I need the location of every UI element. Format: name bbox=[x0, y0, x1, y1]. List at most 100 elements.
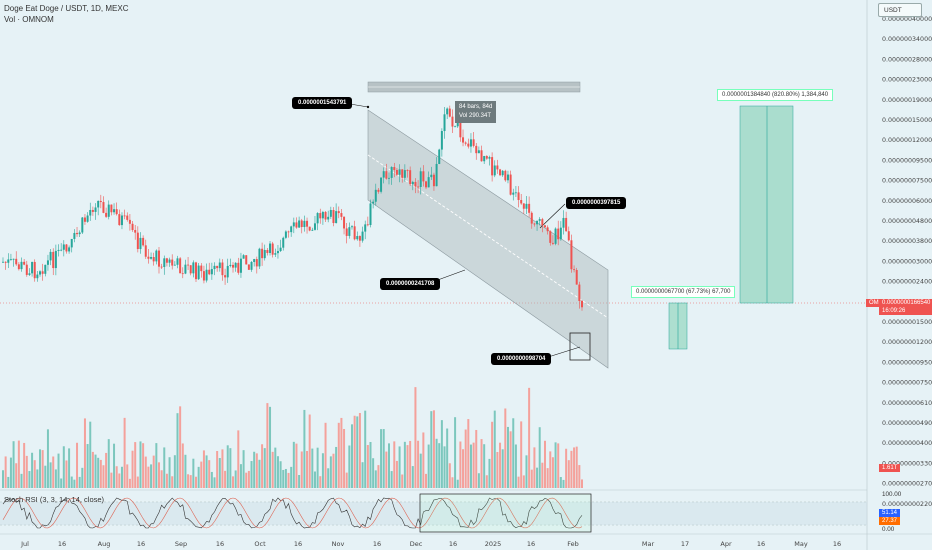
candle-body bbox=[20, 261, 23, 270]
high-callout[interactable]: 0.0000001543791 bbox=[292, 97, 353, 109]
candle-body bbox=[530, 212, 533, 224]
price-axis-panel bbox=[867, 0, 932, 550]
volume-bar bbox=[316, 447, 319, 488]
candle-body bbox=[350, 226, 353, 228]
candle-body bbox=[313, 223, 316, 230]
candle-body bbox=[49, 251, 52, 261]
volume-bar bbox=[575, 446, 578, 488]
volume-bar bbox=[229, 448, 232, 488]
time-axis-label: 16 bbox=[373, 540, 381, 548]
price-axis-label: 0.0000000750000 bbox=[882, 178, 932, 185]
candle-body bbox=[417, 186, 420, 188]
volume-bar bbox=[60, 478, 63, 488]
volume-bar bbox=[496, 452, 499, 488]
volume-bar bbox=[335, 446, 338, 488]
candle-body bbox=[491, 157, 494, 176]
volume-bar bbox=[522, 475, 525, 488]
candle-body bbox=[581, 300, 583, 308]
candle-body bbox=[538, 219, 541, 221]
volume-bar bbox=[562, 479, 565, 488]
time-axis-label: Mar bbox=[642, 540, 655, 548]
volume-bar bbox=[54, 469, 57, 488]
candle-body bbox=[456, 121, 459, 127]
mid-low-pointer bbox=[434, 269, 466, 282]
volume-bar bbox=[205, 455, 208, 488]
rsi-d-tag: 27.37 bbox=[879, 517, 901, 525]
candle-body bbox=[469, 139, 472, 147]
volume-bar bbox=[578, 465, 581, 488]
volume-bar bbox=[165, 473, 168, 488]
volume-bar bbox=[300, 451, 303, 488]
candle-body bbox=[388, 177, 390, 179]
volume-bar bbox=[321, 453, 324, 488]
volume-bar bbox=[134, 442, 137, 488]
volume-bar bbox=[65, 460, 68, 488]
target-big-label[interactable]: 0.0000001384840 (820.80%) 1,384,840 bbox=[717, 89, 834, 101]
time-axis-label: Aug bbox=[98, 540, 111, 548]
candle-body bbox=[475, 145, 478, 154]
candle-body bbox=[76, 232, 79, 235]
volume-bar bbox=[224, 470, 227, 488]
candle-body bbox=[324, 211, 327, 220]
time-axis-label: 16 bbox=[449, 540, 457, 548]
candle-body bbox=[128, 219, 131, 224]
candle-body bbox=[427, 177, 430, 188]
candle-body bbox=[454, 126, 457, 128]
volume-bar bbox=[411, 466, 414, 488]
volume-bar bbox=[160, 470, 163, 488]
candle-body bbox=[395, 169, 398, 175]
candle-body bbox=[578, 284, 581, 301]
price-axis-label: 0.0000000480000 bbox=[882, 218, 932, 225]
volume-bar bbox=[332, 453, 335, 488]
volume-bar bbox=[7, 476, 10, 488]
candle-body bbox=[261, 248, 264, 259]
candle-body bbox=[520, 200, 523, 204]
candle-body bbox=[202, 271, 205, 281]
candle-body bbox=[245, 255, 248, 265]
candle-body bbox=[52, 251, 55, 269]
volume-bar bbox=[131, 450, 134, 488]
volume-bar bbox=[419, 453, 422, 488]
candle-body bbox=[224, 275, 227, 278]
volume-bar bbox=[232, 476, 235, 488]
volume-bar bbox=[409, 440, 412, 488]
candle-body bbox=[509, 174, 512, 195]
price-axis-label: 0.0000000950000 bbox=[882, 157, 932, 164]
mid-high-pointer bbox=[539, 203, 566, 229]
volume-bar bbox=[261, 444, 264, 488]
candle-body bbox=[89, 209, 92, 216]
candle-body bbox=[480, 150, 483, 162]
candle-body bbox=[528, 203, 531, 213]
volume-bar bbox=[306, 450, 309, 488]
candle-body bbox=[533, 223, 536, 225]
candle-body bbox=[543, 225, 546, 228]
rsi-title: Stoch RSI (3, 3, 14, 14, close) bbox=[4, 495, 105, 504]
mid-low-callout[interactable]: 0.0000000241708 bbox=[380, 278, 441, 290]
volume-bar bbox=[73, 479, 76, 488]
low-callout[interactable]: 0.0000000098704 bbox=[491, 353, 552, 365]
range-info-box[interactable]: 84 bars, 84d Vol 290.34T bbox=[455, 101, 497, 123]
volume-bar bbox=[525, 455, 528, 488]
candle-body bbox=[451, 116, 454, 127]
volume-bar bbox=[181, 443, 184, 488]
mid-high-callout[interactable]: 0.0000000397815 bbox=[566, 197, 627, 209]
candle-body bbox=[205, 269, 208, 281]
volume-bar bbox=[417, 440, 420, 488]
candle-body bbox=[102, 202, 105, 213]
time-axis-label: Dec bbox=[410, 540, 423, 548]
volume-bar bbox=[110, 472, 113, 488]
volume-bar bbox=[372, 458, 375, 488]
candle-body bbox=[409, 170, 412, 185]
candle-body bbox=[549, 231, 552, 243]
candle-body bbox=[115, 209, 118, 215]
volume-bar bbox=[28, 471, 31, 488]
price-axis-label: 0.0000001200000 bbox=[882, 137, 932, 144]
currency-button[interactable]: USDT bbox=[878, 3, 922, 17]
candle-body bbox=[380, 177, 383, 192]
price-axis-label: 0.0000000049000 bbox=[882, 420, 932, 427]
target-small-label[interactable]: 0.0000000067700 (67.73%) 67,700 bbox=[631, 286, 736, 298]
candle-body bbox=[213, 265, 216, 270]
